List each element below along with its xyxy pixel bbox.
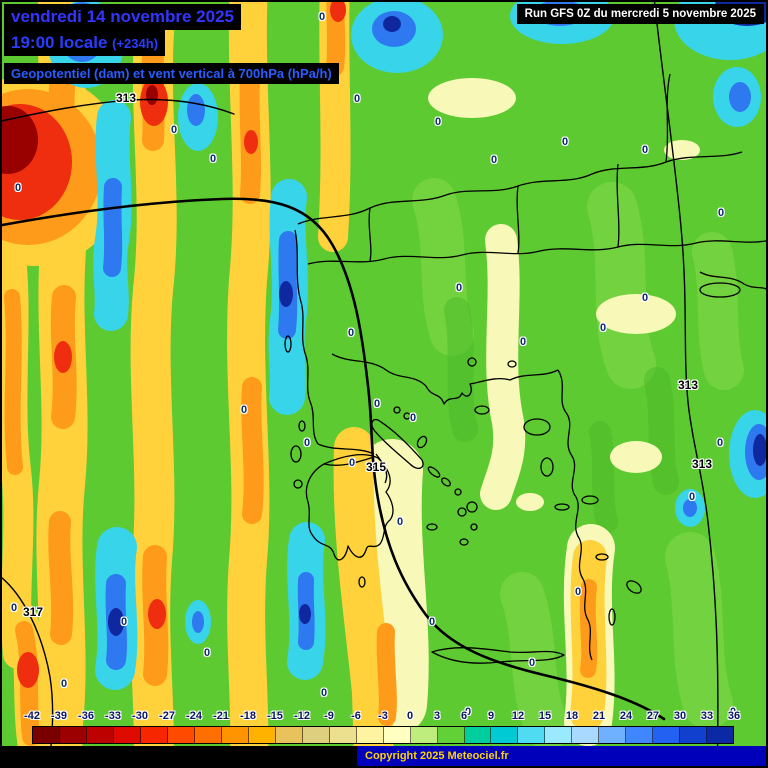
dark-green-patches [444,297,679,533]
colorbar-tick: -33 [105,710,121,722]
colorbar-segment [653,727,681,743]
colorbar-tick: 33 [700,710,714,722]
colorbar-tick: -21 [213,710,229,722]
colorbar-tick: -12 [294,710,310,722]
colorbar-tick: -3 [378,710,388,722]
colorbar-tick: -30 [132,710,148,722]
forecast-offset: (+234h) [112,36,159,51]
colorbar-segment [329,727,357,743]
colorbar-segment [167,727,195,743]
colorbar-tick: 24 [619,710,633,722]
colorbar-tick: -18 [240,710,256,722]
colorbar-tick: 27 [646,710,660,722]
colorbar-tick: 3 [433,710,441,722]
colorbar-tick: 15 [538,710,552,722]
colorbar-tick: -24 [186,710,202,722]
colorbar-segment [356,727,384,743]
colorbar-tick: -6 [351,710,361,722]
light-green-patches [412,178,744,750]
colorbar-segment [545,727,573,743]
colorbar-segment [194,727,222,743]
date-label: vendredi 14 novembre 2025 [4,4,242,30]
bottom-bar: Copyright 2025 Meteociel.fr [2,746,766,766]
colorbar-segment [275,727,303,743]
colorbar-tick: 6 [460,710,468,722]
colorbar-tick: 36 [727,710,741,722]
colorbar-tick: -15 [267,710,283,722]
colorbar-segment [113,727,141,743]
map-title: Geopotentiel (dam) et vent vertical à 70… [4,63,339,84]
colorbar-segment [680,727,708,743]
valid-time-text: 19:00 locale [11,33,108,52]
colorbar-segment [221,727,249,743]
colorbar-segment [59,727,87,743]
colorbar-tick: 18 [565,710,579,722]
colorbar-tick: -27 [159,710,175,722]
colorbar-segment [383,727,411,743]
colorbar-segment [86,727,114,743]
colorbar-tick: -36 [78,710,94,722]
colorbar [32,726,734,744]
colorbar-segment [437,727,465,743]
colorbar-segment [518,727,546,743]
colorbar-segment [599,727,627,743]
colorbar-tick: -9 [324,710,334,722]
colorbar-tick-labels: -42 -39 -36 -33 -30 -27 -24 -21 -18 -15 -12 -9 -6 -3 0… [24,710,740,724]
colorbar-segment [410,727,438,743]
colorbar-tick: 30 [673,710,687,722]
colorbar-segment [302,727,330,743]
colorbar-segment [248,727,276,743]
colorbar-tick: 12 [511,710,525,722]
colorbar-segment [626,727,654,743]
colorbar-tick: 21 [592,710,606,722]
colorbar-tick: -42 [24,710,40,722]
colorbar-segment [33,727,60,743]
colorbar-tick: -39 [51,710,67,722]
colorbar-tick: 9 [487,710,495,722]
colorbar-tick: 0 [406,710,414,722]
colorbar-segment [464,727,492,743]
coastlines-layer [284,73,766,664]
colorbar-segment [572,727,600,743]
colorbar-segment [707,727,734,743]
copyright-label: Copyright 2025 Meteociel.fr [357,746,766,766]
valid-time-label: 19:00 locale (+234h) [4,30,166,56]
run-info-label: Run GFS 0Z du mercredi 5 novembre 2025 [516,4,764,24]
colorbar-segment [491,727,519,743]
colorbar-segment [140,727,168,743]
